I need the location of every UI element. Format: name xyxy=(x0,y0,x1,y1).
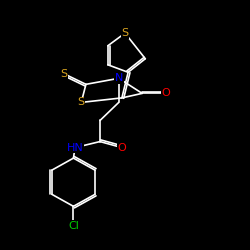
Text: HN: HN xyxy=(67,142,84,152)
Text: Cl: Cl xyxy=(68,221,79,231)
Text: O: O xyxy=(118,142,126,152)
Text: N: N xyxy=(114,73,123,83)
Text: S: S xyxy=(60,69,68,79)
Text: O: O xyxy=(161,88,170,98)
Text: S: S xyxy=(78,98,85,108)
Text: S: S xyxy=(122,28,128,38)
